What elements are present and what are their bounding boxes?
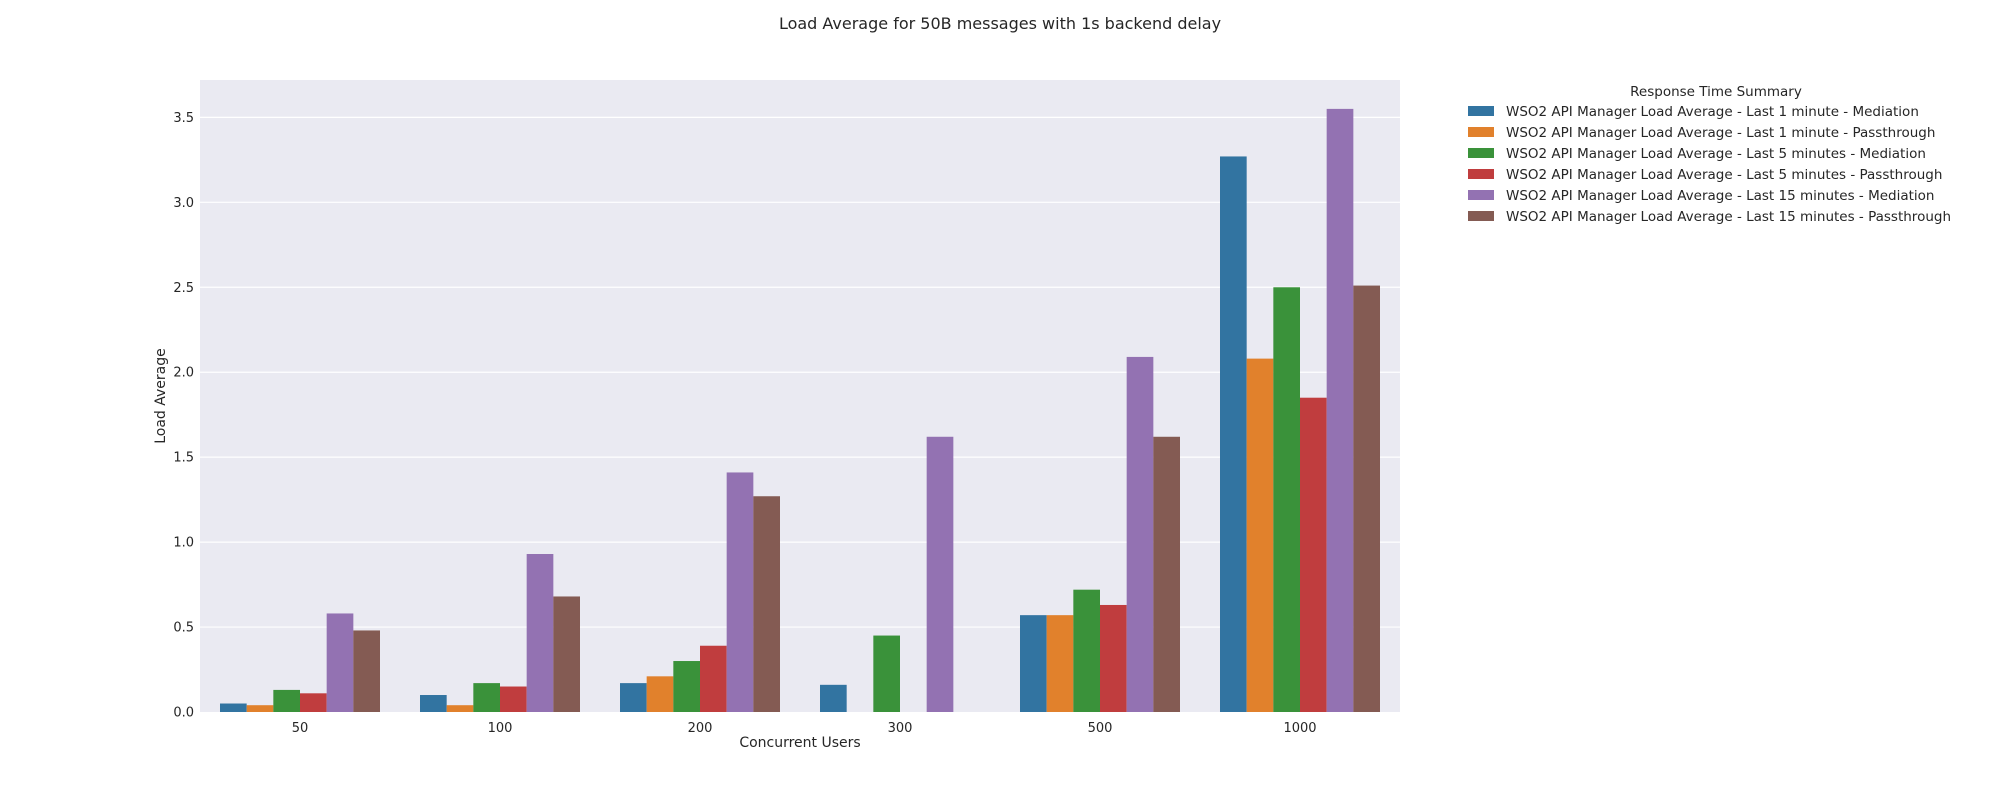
legend-label: WSO2 API Manager Load Average - Last 1 m…: [1506, 125, 1935, 141]
bar: [620, 683, 647, 712]
bar: [1353, 285, 1380, 712]
bar: [553, 596, 580, 712]
bar: [273, 689, 300, 712]
x-axis-ticks: 50 100 200 300 500 1000: [292, 721, 1317, 736]
y-tick-label: 1.5: [173, 451, 194, 466]
bar: [473, 683, 500, 712]
bar: [526, 554, 554, 712]
legend-swatch: [1468, 190, 1494, 200]
legend-swatch: [1468, 148, 1494, 158]
y-axis-label: Load Average: [153, 348, 169, 444]
x-tick-label: 50: [292, 721, 309, 736]
legend-label: WSO2 API Manager Load Average - Last 5 m…: [1506, 146, 1926, 162]
bar: [300, 693, 327, 712]
x-tick-label: 1000: [1283, 721, 1316, 736]
legend-swatch: [1468, 211, 1494, 221]
legend-label: WSO2 API Manager Load Average - Last 15 …: [1506, 188, 1935, 204]
bar: [753, 496, 780, 712]
bar: [1220, 156, 1247, 712]
y-tick-label: 1.0: [173, 536, 194, 551]
bar: [246, 705, 274, 712]
chart-title: Load Average for 50B messages with 1s ba…: [779, 14, 1221, 33]
bar: [326, 613, 354, 712]
legend: Response Time Summary WSO2 API Manager L…: [1468, 84, 1951, 225]
gridlines: [200, 116, 1400, 628]
legend-title: Response Time Summary: [1630, 84, 1802, 100]
bar: [446, 705, 474, 712]
x-axis-label: Concurrent Users: [739, 735, 860, 751]
y-tick-label: 0.5: [173, 621, 194, 636]
bar: [1046, 615, 1074, 712]
bar: [1020, 615, 1047, 712]
bar: [873, 635, 900, 712]
legend-swatch: [1468, 169, 1494, 179]
bar: [820, 684, 847, 712]
x-tick-label: 500: [1088, 721, 1113, 736]
bar: [1073, 589, 1100, 712]
bar: [1153, 436, 1180, 712]
bar: [1273, 287, 1300, 712]
bar: [726, 472, 754, 712]
bar: [926, 436, 954, 712]
bar: [1300, 397, 1327, 712]
bar: [646, 676, 674, 712]
y-axis-ticks: 0.0 0.5 1.0 1.5 2.0 2.5 3.0 3.5: [173, 111, 194, 721]
bar: [220, 703, 247, 712]
x-tick-label: 100: [488, 721, 513, 736]
bars: [220, 108, 1380, 712]
x-tick-label: 300: [888, 721, 913, 736]
legend-items: WSO2 API Manager Load Average - Last 1 m…: [1468, 104, 1951, 225]
bar: [500, 686, 527, 712]
legend-label: WSO2 API Manager Load Average - Last 15 …: [1506, 209, 1951, 225]
y-tick-label: 2.5: [173, 281, 194, 296]
bar: [700, 645, 727, 712]
legend-swatch: [1468, 127, 1494, 137]
bar: [1326, 108, 1354, 712]
bar: [1100, 604, 1127, 712]
legend-label: WSO2 API Manager Load Average - Last 5 m…: [1506, 167, 1942, 183]
bar: [1246, 358, 1274, 712]
bar: [673, 661, 700, 712]
bar: [1126, 356, 1154, 712]
bar: [420, 695, 447, 712]
y-tick-label: 3.0: [173, 196, 194, 211]
y-tick-label: 3.5: [173, 111, 194, 126]
x-tick-label: 200: [688, 721, 713, 736]
plot-area: [200, 80, 1400, 712]
legend-swatch: [1468, 106, 1494, 116]
bar: [353, 630, 380, 712]
y-tick-label: 0.0: [173, 706, 194, 721]
y-tick-label: 2.0: [173, 366, 194, 381]
legend-label: WSO2 API Manager Load Average - Last 1 m…: [1506, 104, 1919, 120]
